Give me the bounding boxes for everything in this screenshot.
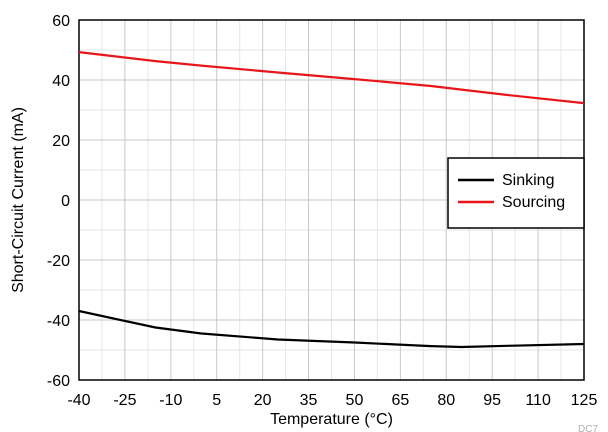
y-tick-label: 40 [52, 73, 70, 90]
legend-label: Sinking [502, 172, 554, 189]
series-line-sourcing [78, 51, 585, 105]
y-tick-label: 20 [52, 133, 70, 150]
series-lines [78, 51, 585, 349]
y-tick-label: -60 [47, 373, 70, 390]
x-tick-label: 50 [346, 392, 364, 409]
x-tick-label: 20 [254, 392, 272, 409]
x-axis-title: Temperature (°C) [270, 411, 393, 428]
x-tick-label: 110 [525, 392, 551, 409]
y-tick-label: -40 [47, 313, 70, 330]
series-line-sinking [78, 309, 585, 349]
x-tick-label: 5 [212, 392, 221, 409]
legend-label: Sourcing [502, 194, 565, 211]
x-tick-labels: -40 -25 -10 5 20 35 50 65 80 95 110 125 [67, 392, 597, 409]
y-tick-label: 60 [52, 13, 70, 30]
x-tick-label: 125 [571, 392, 598, 409]
y-tick-label: 0 [61, 193, 70, 210]
x-tick-label: 80 [437, 392, 455, 409]
x-tick-label: 95 [483, 392, 501, 409]
x-tick-label: -10 [159, 392, 182, 409]
x-tick-label: 65 [391, 392, 409, 409]
x-tick-label: -25 [113, 392, 136, 409]
x-tick-label: 35 [300, 392, 318, 409]
y-tick-labels: -60 -40 -20 0 20 40 60 [47, 13, 70, 390]
y-axis-title: Short-Circuit Current (mA) [10, 107, 27, 293]
y-tick-label: -20 [47, 253, 70, 270]
x-tick-label: -40 [67, 392, 90, 409]
legend-box [447, 157, 585, 229]
legend: Sinking Sourcing [447, 157, 585, 229]
corner-label: DC7 [578, 424, 598, 432]
